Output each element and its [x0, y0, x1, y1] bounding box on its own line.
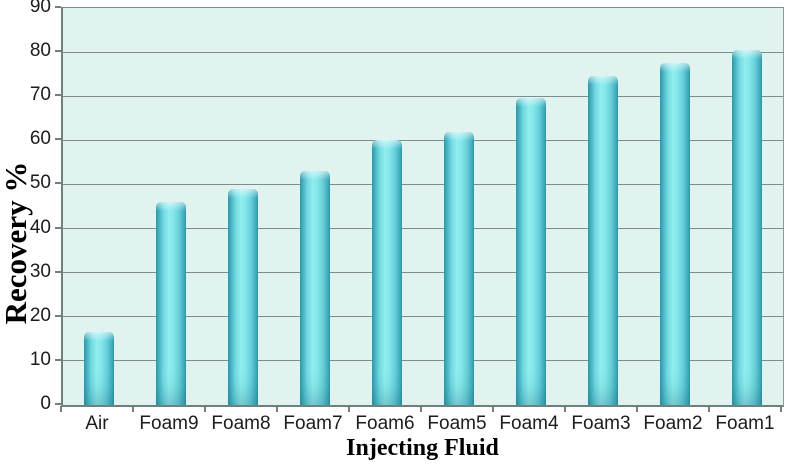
y-tick-mark-20	[55, 314, 61, 317]
bar-foam6	[372, 140, 402, 405]
x-tick-mark-9	[708, 406, 710, 412]
y-tick-mark-0	[55, 403, 61, 405]
x-category-label-air: Air	[85, 413, 109, 434]
x-category-label-foam3: Foam3	[571, 413, 631, 434]
bar-foam3	[588, 76, 618, 405]
y-tick-label-20: 20	[29, 304, 51, 326]
plot-area	[61, 7, 784, 407]
bar-foam7	[300, 171, 330, 405]
bar-foam5	[444, 131, 474, 405]
x-tick-mark-10	[780, 406, 782, 412]
gridline-y-40	[63, 228, 783, 230]
bar-foam1	[732, 49, 762, 405]
y-tick-label-40: 40	[29, 216, 51, 238]
x-axis-title: Injecting Fluid	[346, 435, 499, 461]
x-category-label-foam8: Foam8	[211, 413, 271, 434]
y-tick-label-90: 90	[29, 0, 51, 17]
y-tick-label-30: 30	[29, 260, 51, 282]
y-tick-mark-60	[55, 138, 61, 141]
x-category-label-foam5: Foam5	[427, 413, 487, 434]
x-tick-mark-5	[420, 406, 422, 412]
bar-air	[84, 332, 114, 405]
y-tick-label-70: 70	[29, 84, 51, 106]
y-tick-mark-40	[55, 226, 61, 229]
x-category-label-foam6: Foam6	[355, 413, 415, 434]
x-tick-mark-0	[60, 406, 62, 412]
gridline-y-60	[63, 139, 783, 141]
y-tick-mark-90	[55, 6, 61, 8]
x-category-label-foam2: Foam2	[643, 413, 703, 434]
y-tick-label-10: 10	[29, 348, 51, 370]
y-tick-mark-10	[55, 358, 61, 361]
bar-foam9	[156, 202, 186, 405]
x-tick-mark-2	[204, 406, 206, 412]
y-tick-label-80: 80	[29, 40, 51, 62]
y-tick-mark-30	[55, 270, 61, 273]
gridline-y-80	[63, 51, 783, 53]
y-tick-label-60: 60	[29, 128, 51, 150]
gridline-y-20	[63, 316, 783, 318]
y-tick-mark-80	[55, 50, 61, 53]
x-tick-mark-4	[348, 406, 350, 412]
x-tick-mark-7	[564, 406, 566, 412]
x-category-label-foam1: Foam1	[715, 413, 775, 434]
x-tick-mark-8	[636, 406, 638, 412]
y-tick-label-0: 0	[40, 393, 51, 414]
x-category-label-foam4: Foam4	[499, 413, 559, 434]
y-tick-mark-50	[55, 182, 61, 185]
bar-foam8	[228, 188, 258, 405]
bar-foam2	[660, 63, 690, 405]
x-category-label-foam7: Foam7	[283, 413, 343, 434]
y-tick-mark-70	[55, 94, 61, 97]
gridline-y-70	[63, 95, 783, 97]
x-tick-mark-6	[492, 406, 494, 412]
bar-foam4	[516, 98, 546, 405]
gridline-y-50	[63, 183, 783, 185]
gridline-y-10	[63, 360, 783, 362]
gridline-y-30	[63, 272, 783, 274]
x-tick-mark-1	[132, 406, 134, 412]
x-tick-mark-3	[276, 406, 278, 412]
x-category-label-foam9: Foam9	[139, 413, 199, 434]
y-tick-label-50: 50	[29, 172, 51, 194]
